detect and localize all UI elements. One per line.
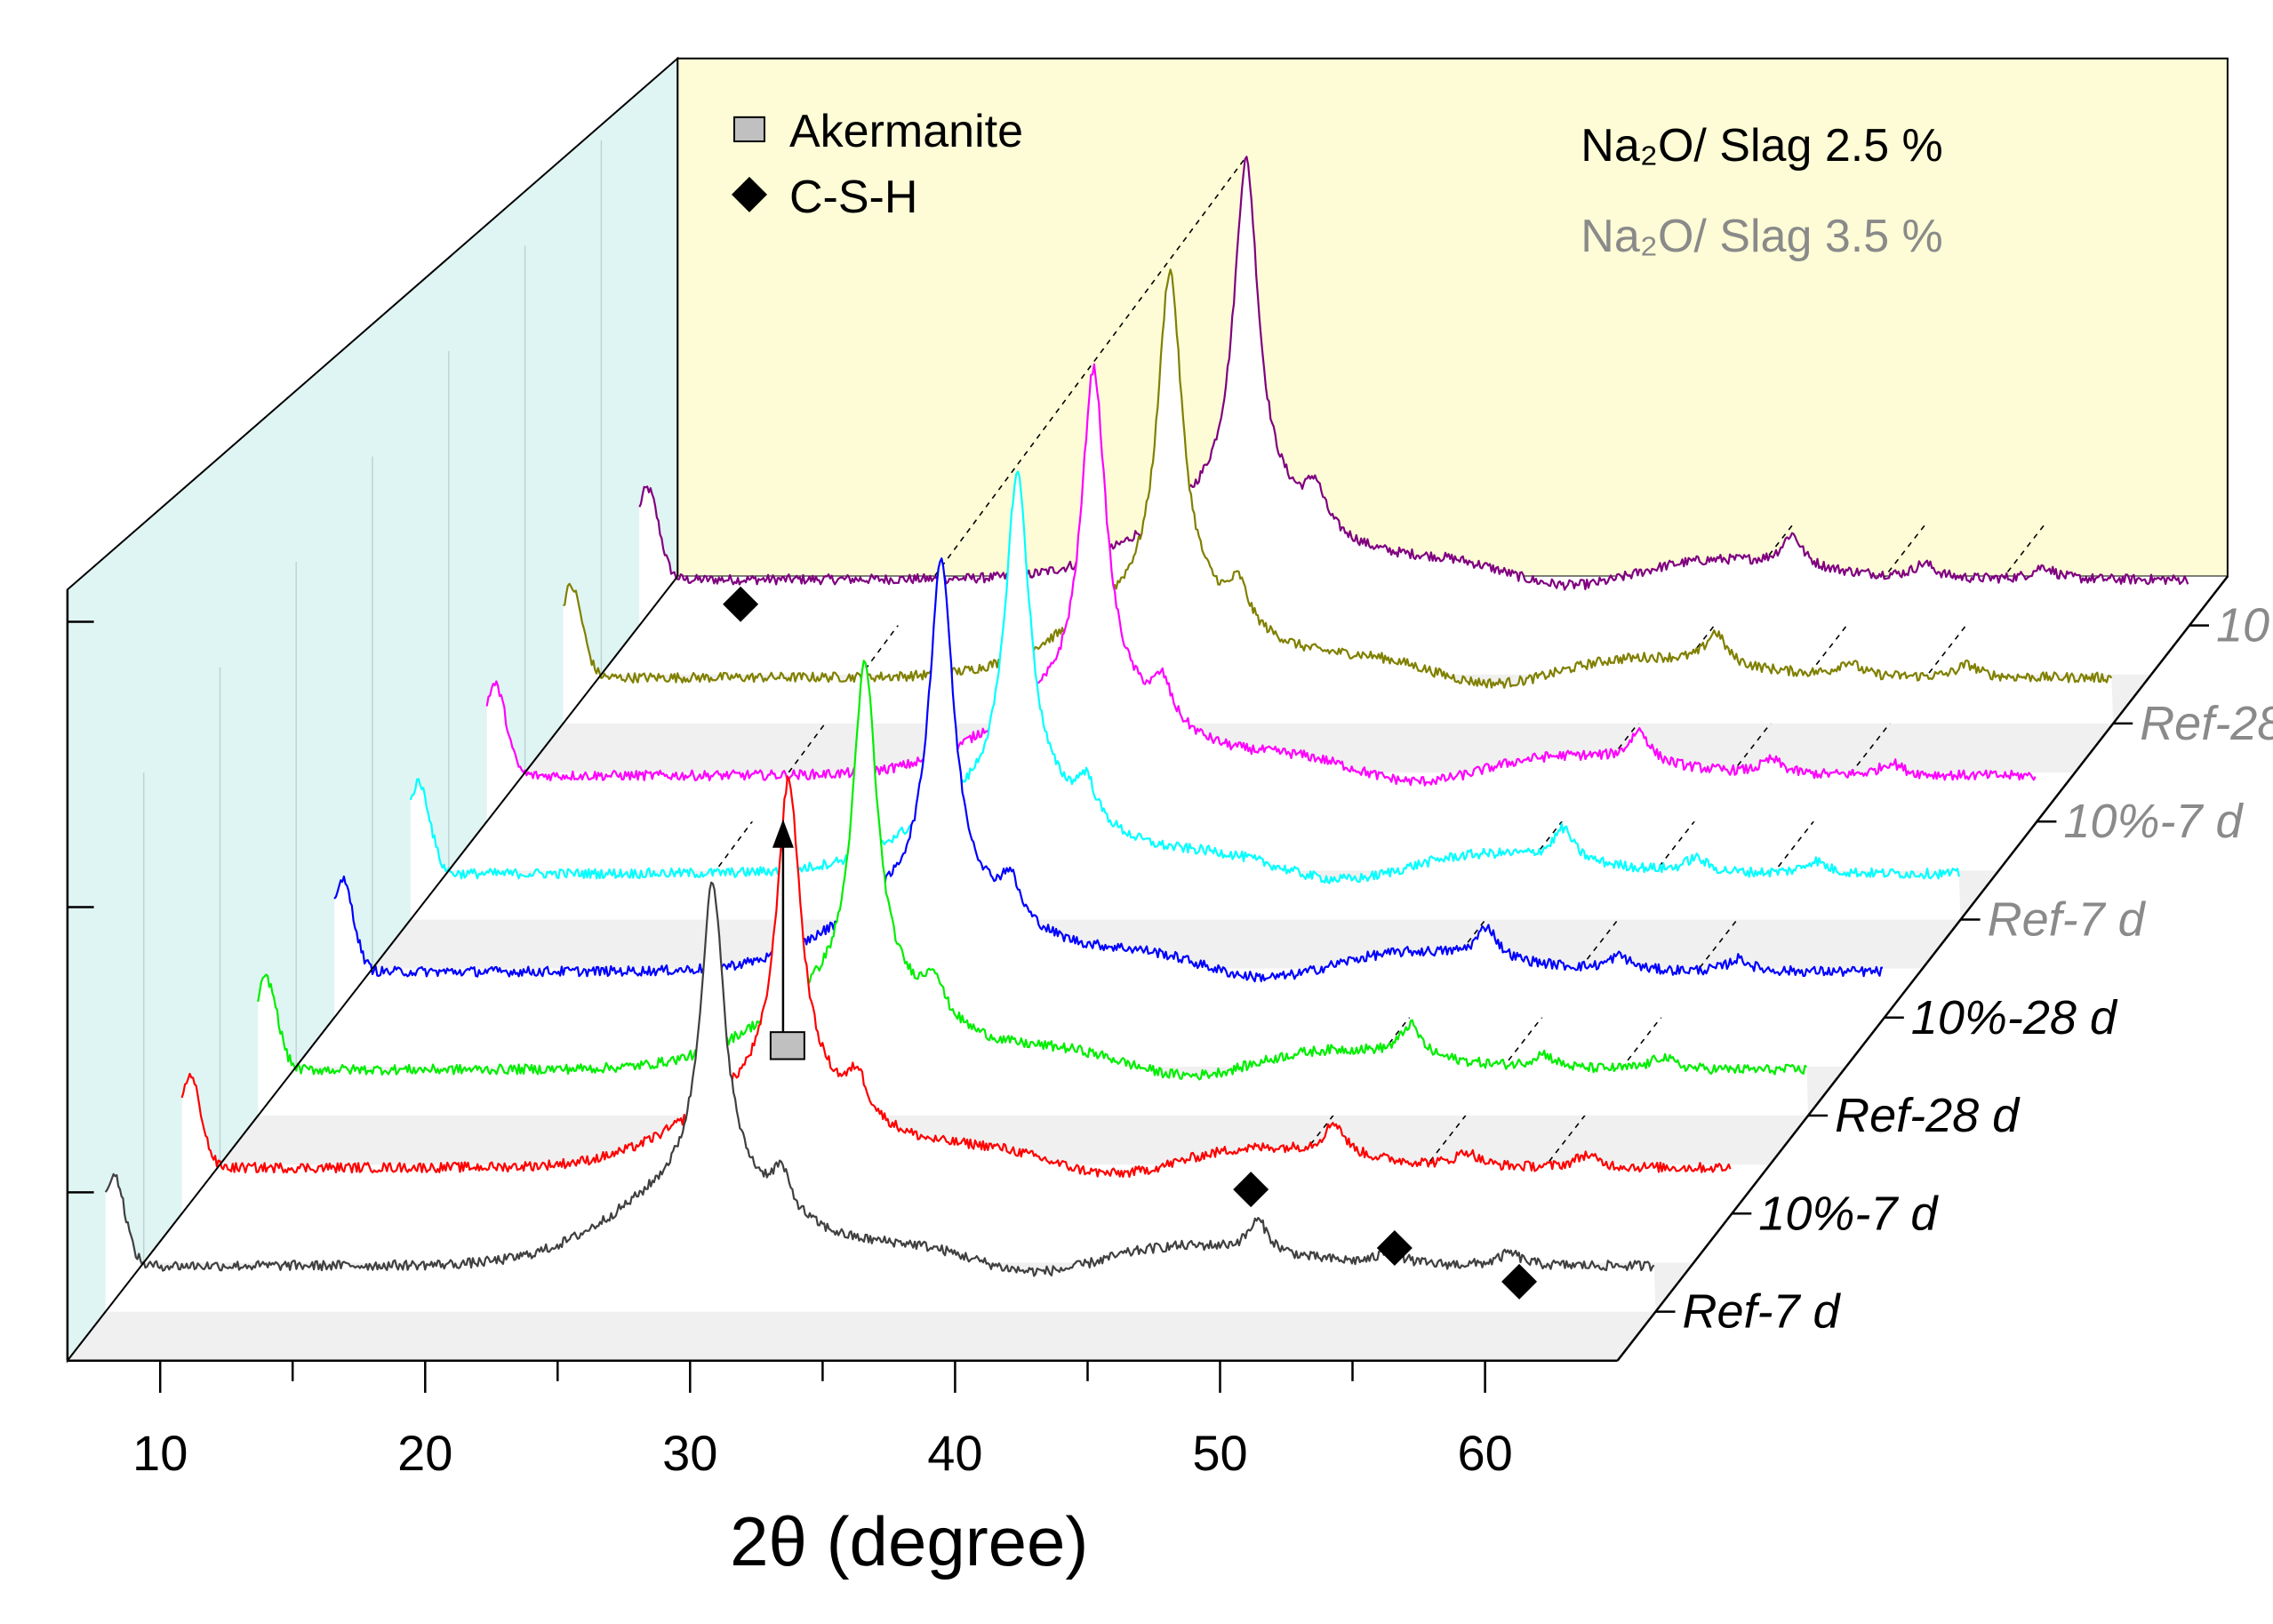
series-occluder [334,558,1885,1018]
series-label: Ref-7 d [1988,893,2147,947]
series-line [180,775,1732,1179]
x-tick-label: 10 [132,1425,188,1481]
depth-axis [1616,575,2229,1362]
series-label: 10%-28 d [1911,991,2118,1044]
series-occluder [258,660,1809,1116]
x-tick-label: 30 [662,1425,717,1481]
series-label: 10%-7 d [2063,795,2244,848]
akermanite-square-marker [769,1031,805,1060]
legend-csh-marker [731,176,767,212]
series-label: 10%-7 d [1758,1187,1939,1240]
series-occluder [105,882,1656,1312]
group-label: Na₂O/ Slag 3.5 % [1581,211,1943,262]
series-line [257,660,1808,1081]
series-line [638,156,2189,591]
csh-diamond-marker [723,586,759,622]
depth-axis-left [67,575,678,1362]
x-axis-title: 2θ (degree) [730,1502,1088,1580]
series-occluder [410,471,1961,920]
series-occluder [486,364,2037,822]
akermanite-arrow-head [772,819,794,848]
x-tick-label: 50 [1192,1425,1247,1481]
annotation-markers [723,586,1538,1300]
series-line [333,557,1884,983]
legend-label: Akermanite [789,106,1023,157]
series-line [563,268,2113,689]
plot-walls [66,56,2229,1364]
csh-diamond-marker [1233,1172,1269,1208]
axes: 10 20 30 40 50 60 2θ (degree) [66,575,2229,1580]
series-label: Ref-28 d [1835,1089,2021,1142]
group-label: Na₂O/ Slag 2.5 % [1581,120,1943,172]
series-layer [104,156,2189,1312]
legend: Akermanite C-S-H Na₂O/ Slag 2.5 % Na₂O/ Sla… [731,106,1943,262]
legend-label: C-S-H [789,172,917,223]
series-line [485,363,2037,787]
series-labels: Ref-7 d 10%-7 d Ref-28 d 10%-28 d Ref-7 d 10%… [1655,599,2273,1339]
x-tick-label: 60 [1457,1425,1512,1481]
series-label: Ref-28 d [2140,697,2273,750]
csh-diamond-marker [1376,1229,1413,1266]
x-tick-label: 20 [397,1425,452,1481]
series-label: 10%-28 d [2216,599,2273,652]
legend-akermanite-marker [732,116,765,143]
x-tick-label: 40 [927,1425,982,1481]
csh-diamond-marker [1501,1263,1538,1300]
series-label: Ref-7 d [1683,1285,1842,1339]
series-line [409,470,1960,884]
